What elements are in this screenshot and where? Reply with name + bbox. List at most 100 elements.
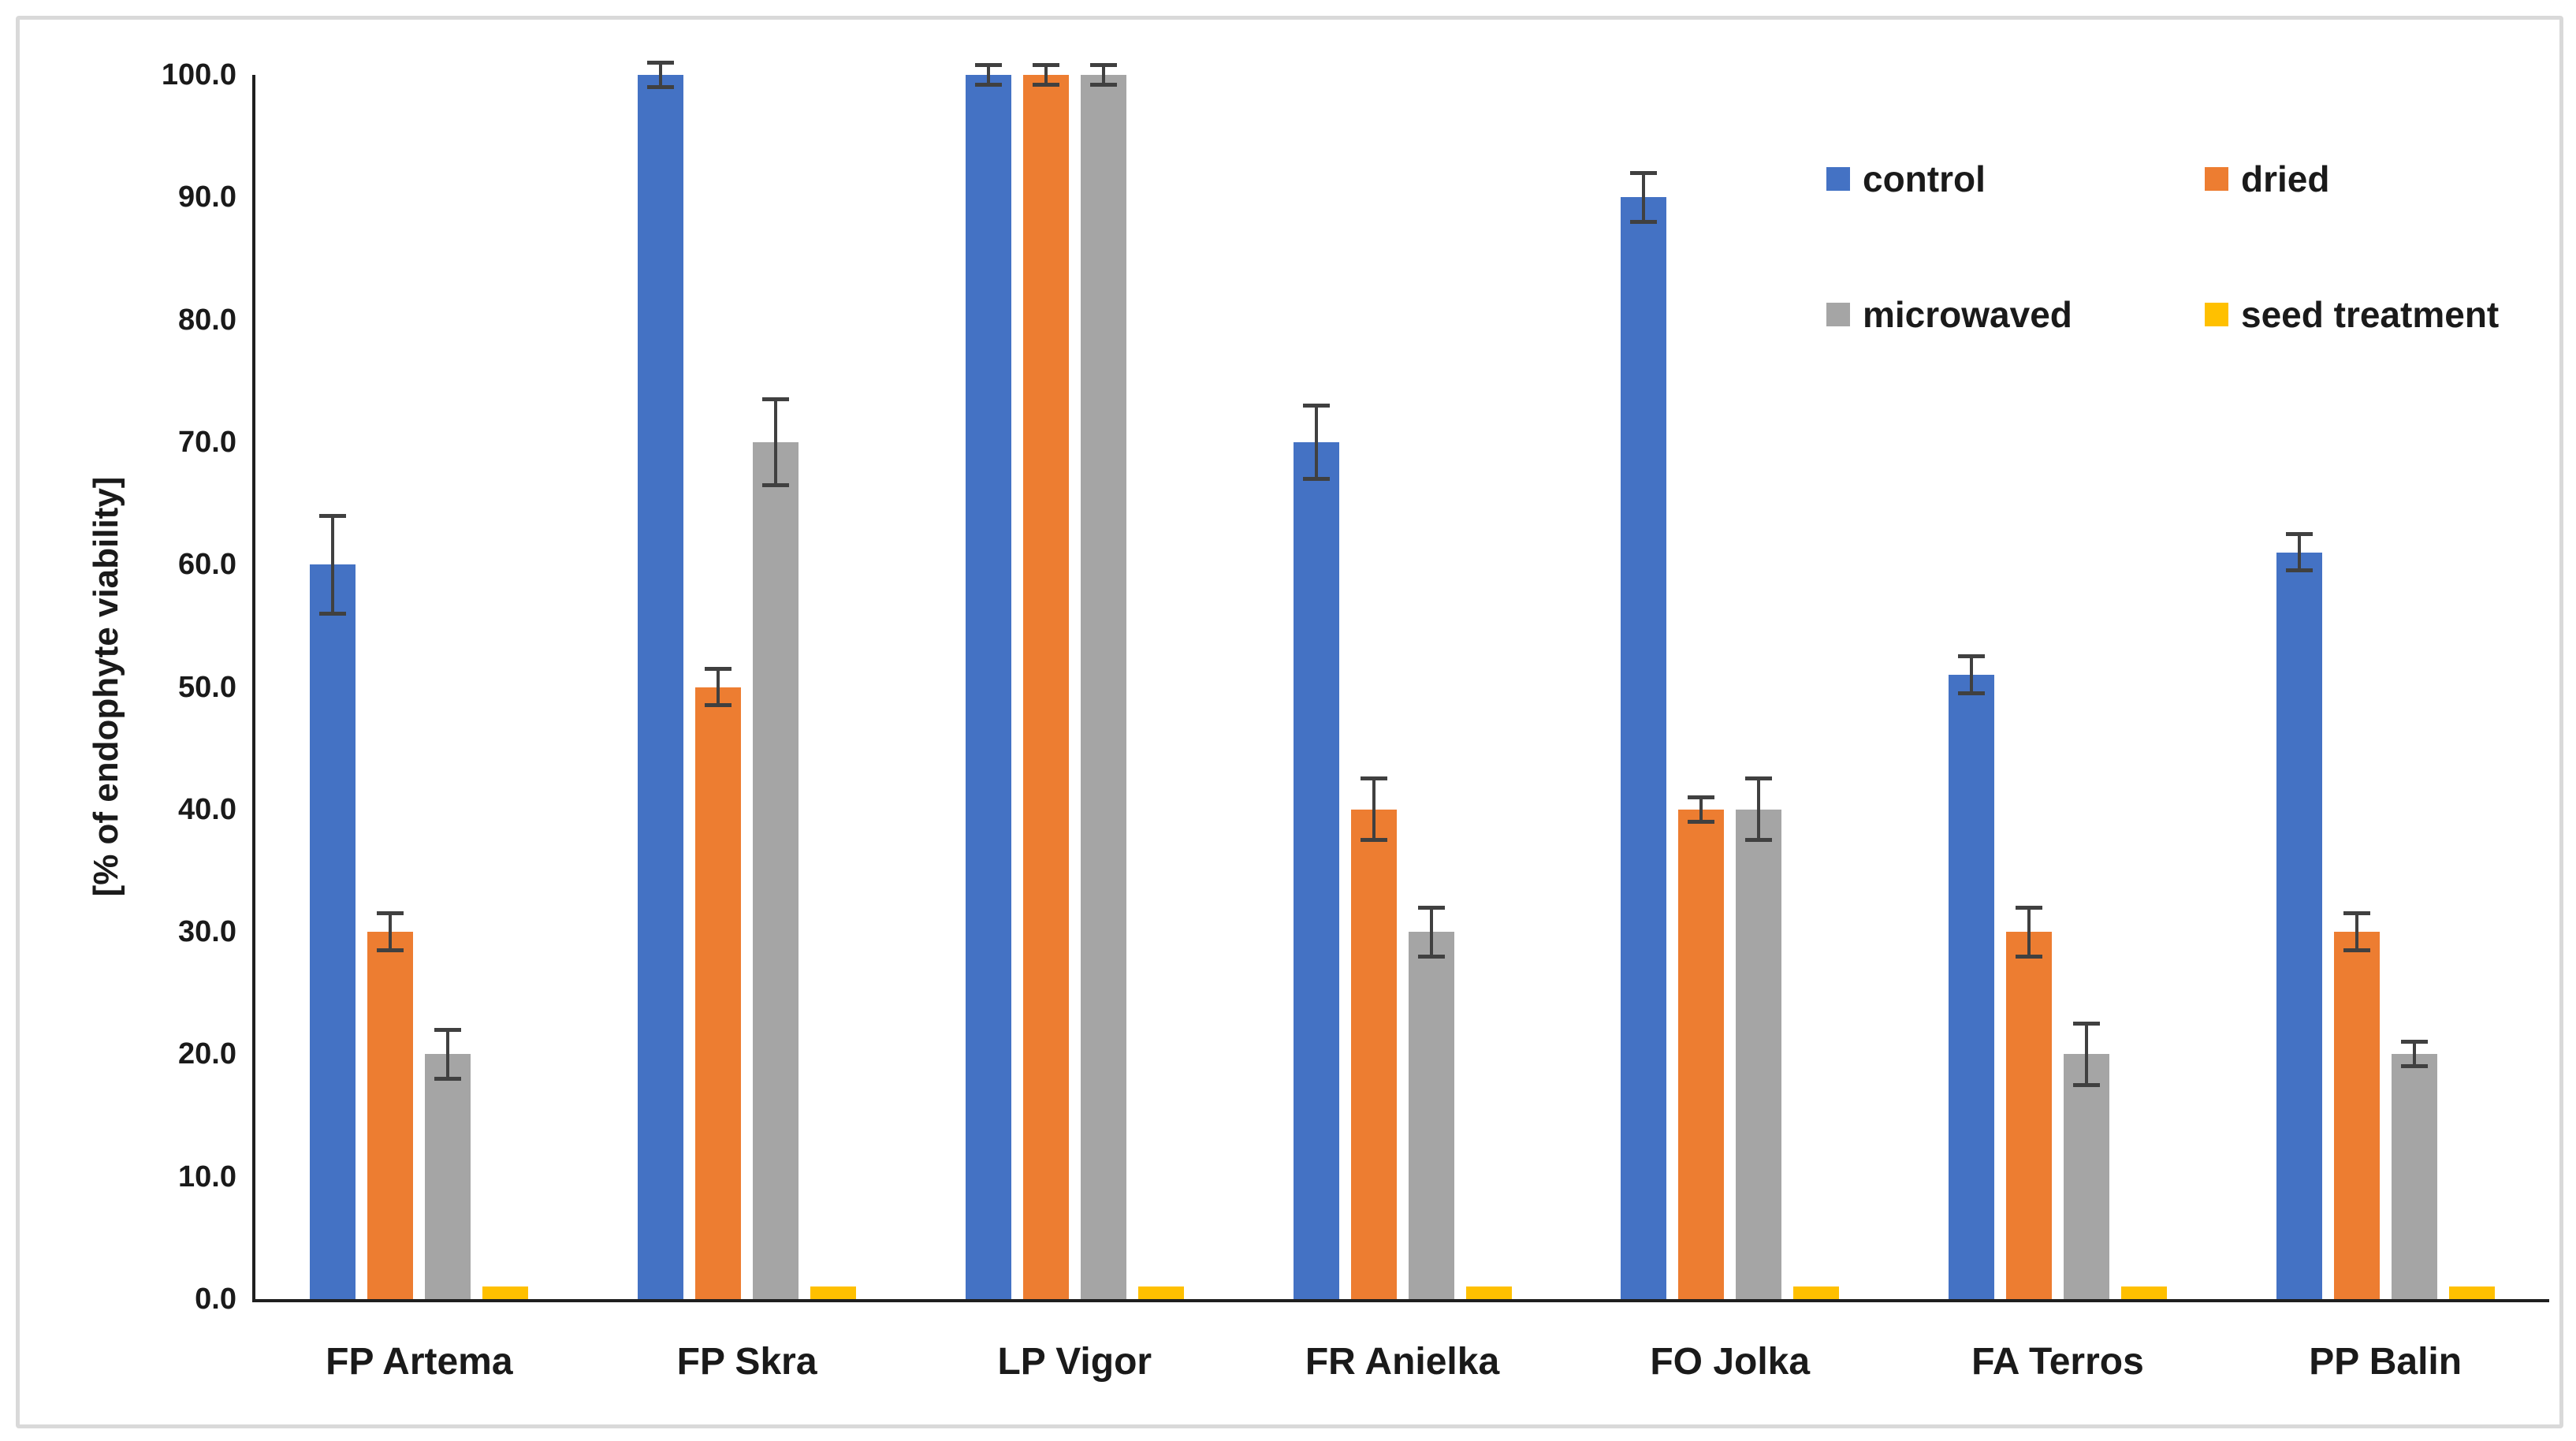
error-bar-control-fp-skra (659, 62, 663, 88)
error-bar-microwaved-fp-artema (446, 1030, 450, 1079)
legend-item-seed-treatment: seed treatment (2205, 291, 2499, 338)
error-bar-dried-fa-terros (2027, 907, 2031, 957)
figure-frame: [% of endophyte viability] 0.0 10.0 20.0 30… (16, 16, 2563, 1428)
error-cap-top-microwaved-fa-terros (2072, 1022, 2100, 1026)
error-cap-top-microwaved-fo-jolka (1745, 776, 1773, 781)
error-cap-top-dried-lp-vigor (1032, 63, 1059, 68)
bar-microwaved-fa-terros (2063, 1054, 2109, 1299)
bar-control-fo-jolka (1621, 197, 1667, 1299)
legend: control dried microwaved seed treatment (1826, 155, 2499, 338)
y-tick-label-90.0: 90.0 (178, 181, 236, 214)
error-cap-bottom-dried-fa-terros (2015, 954, 2042, 959)
x-category-label-fo-jolka: FO Jolka (1650, 1341, 1811, 1383)
bar-group-fo-jolka (255, 75, 2549, 1299)
bar-seed-treatment-fa-terros (2120, 1286, 2167, 1299)
bar-dried-fa-terros (2005, 932, 2052, 1299)
bar-seed-treatment-fp-artema (482, 1286, 529, 1299)
error-cap-bottom-dried-fp-artema (377, 948, 404, 952)
y-tick-label-60.0: 60.0 (178, 548, 236, 582)
y-tick-label-0.0: 0.0 (195, 1283, 236, 1316)
bar-control-fr-anielka (1293, 441, 1339, 1299)
x-category-label-fa-terros: FA Terros (1971, 1341, 2144, 1383)
error-cap-bottom-microwaved-pp-balin (2400, 1064, 2428, 1069)
error-bar-microwaved-fr-anielka (1429, 907, 1433, 957)
error-cap-bottom-microwaved-fp-artema (434, 1076, 462, 1081)
error-cap-top-microwaved-pp-balin (2400, 1040, 2428, 1044)
error-bar-control-pp-balin (2297, 534, 2301, 571)
error-cap-top-control-fr-anielka (1302, 403, 1330, 408)
error-bar-control-fr-anielka (1314, 405, 1318, 479)
bar-dried-fr-anielka (1350, 809, 1397, 1299)
error-cap-bottom-control-fa-terros (1957, 691, 1985, 695)
legend-label-dried: dried (2241, 158, 2330, 199)
x-category-label-fp-artema: FP Artema (326, 1341, 513, 1383)
error-bar-dried-lp-vigor (1044, 65, 1048, 85)
x-category-label-pp-balin: PP Balin (2309, 1341, 2462, 1383)
error-cap-bottom-microwaved-fa-terros (2072, 1082, 2100, 1087)
legend-marker-control (1826, 167, 1850, 191)
error-cap-top-control-fo-jolka (1630, 170, 1658, 175)
error-bar-control-fo-jolka (1642, 173, 1646, 222)
y-tick-label-30.0: 30.0 (178, 915, 236, 949)
bar-group-fa-terros (255, 75, 2549, 1299)
bar-microwaved-fo-jolka (1736, 809, 1782, 1299)
y-tick-label-70.0: 70.0 (178, 425, 236, 459)
x-category-label-lp-vigor: LP Vigor (997, 1341, 1152, 1383)
error-cap-top-microwaved-fp-skra (762, 397, 790, 402)
error-cap-top-dried-fr-anielka (1360, 776, 1387, 781)
error-cap-bottom-microwaved-lp-vigor (1089, 82, 1117, 87)
error-cap-top-dried-pp-balin (2343, 911, 2370, 916)
y-tick-label-50.0: 50.0 (178, 670, 236, 704)
bar-control-pp-balin (2276, 552, 2322, 1299)
bar-dried-fp-skra (695, 687, 742, 1299)
y-tick-label-80.0: 80.0 (178, 303, 236, 337)
legend-label-microwaved: microwaved (1863, 294, 2072, 335)
error-bar-control-fp-artema (331, 516, 335, 614)
bar-dried-lp-vigor (1022, 75, 1069, 1299)
error-cap-top-control-fa-terros (1957, 654, 1985, 659)
error-cap-bottom-dried-fr-anielka (1360, 838, 1387, 843)
x-category-label-fp-skra: FP Skra (676, 1341, 817, 1383)
error-cap-top-microwaved-lp-vigor (1089, 63, 1117, 68)
error-cap-top-microwaved-fr-anielka (1417, 905, 1445, 910)
bar-group-fp-skra (255, 60, 2549, 1299)
error-cap-bottom-microwaved-fr-anielka (1417, 954, 1445, 959)
legend-marker-microwaved (1826, 303, 1850, 326)
legend-label-control: control (1863, 158, 1986, 199)
error-cap-bottom-control-fp-artema (319, 611, 347, 616)
error-cap-top-control-fp-artema (319, 513, 347, 518)
bar-seed-treatment-pp-balin (2448, 1286, 2495, 1299)
error-bar-microwaved-fp-skra (774, 399, 778, 486)
error-cap-bottom-dried-fo-jolka (1688, 819, 1715, 824)
error-cap-top-dried-fp-artema (377, 911, 404, 916)
error-cap-top-control-pp-balin (2285, 531, 2313, 536)
bar-microwaved-fr-anielka (1408, 932, 1454, 1299)
x-category-label-fr-anielka: FR Anielka (1305, 1341, 1500, 1383)
bar-group-fr-anielka (255, 75, 2549, 1299)
error-bar-dried-fr-anielka (1372, 778, 1375, 840)
legend-marker-seed-treatment (2205, 303, 2228, 326)
bar-dried-fo-jolka (1678, 809, 1725, 1299)
legend-label-seed-treatment: seed treatment (2241, 294, 2500, 335)
legend-marker-dried (2205, 167, 2228, 191)
plot-area (252, 60, 2549, 1302)
error-cap-top-dried-fp-skra (705, 666, 732, 671)
error-cap-bottom-dried-lp-vigor (1032, 82, 1059, 87)
y-tick-label-10.0: 10.0 (178, 1160, 236, 1193)
bar-control-fp-artema (310, 564, 356, 1299)
legend-item-microwaved: microwaved (1826, 291, 2205, 338)
error-cap-bottom-microwaved-fo-jolka (1745, 838, 1773, 843)
error-cap-bottom-dried-fp-skra (705, 703, 732, 708)
error-cap-bottom-control-pp-balin (2285, 568, 2313, 573)
error-cap-top-control-fp-skra (647, 60, 675, 65)
bar-dried-fp-artema (367, 932, 414, 1299)
error-cap-top-microwaved-fp-artema (434, 1027, 462, 1032)
error-bar-dried-pp-balin (2355, 913, 2358, 951)
error-bar-control-fa-terros (1969, 656, 1973, 694)
legend-item-control: control (1826, 155, 2205, 203)
error-bar-microwaved-lp-vigor (1101, 65, 1105, 85)
bar-group-pp-balin (255, 75, 2549, 1299)
bar-control-fp-skra (638, 75, 684, 1299)
error-cap-bottom-control-fo-jolka (1630, 219, 1658, 224)
bar-group-fp-artema (255, 75, 2549, 1299)
